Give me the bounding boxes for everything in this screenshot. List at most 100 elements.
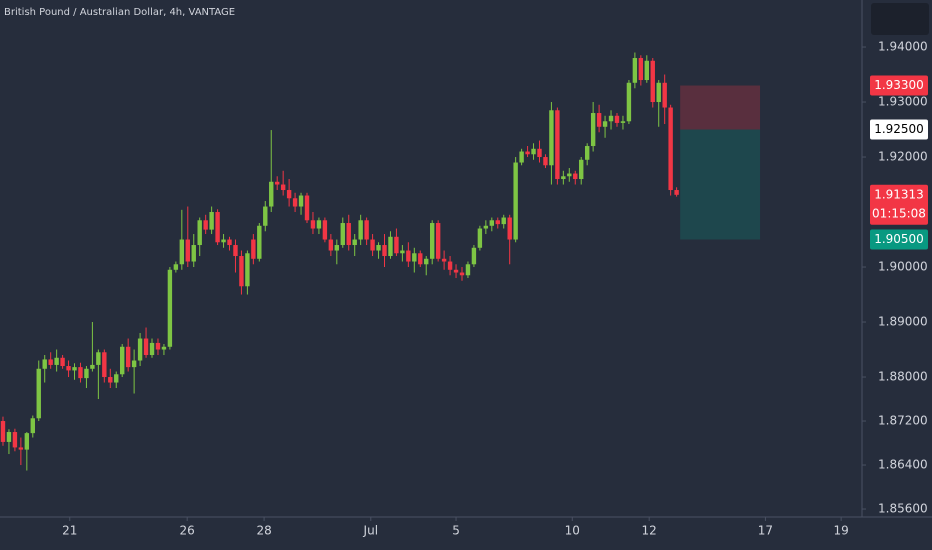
price-label: 1.90500: [874, 232, 924, 246]
candle-body: [245, 253, 250, 287]
candle-body: [549, 110, 554, 166]
candle-body: [173, 264, 179, 270]
candle-body: [167, 269, 173, 347]
candle-body: [42, 359, 47, 369]
x-tick-label: 17: [758, 524, 773, 538]
candle-body: [149, 342, 155, 356]
candle-body: [638, 58, 644, 81]
chart-title: British Pound / Australian Dollar, 4h, V…: [4, 7, 235, 18]
candle-body: [78, 367, 83, 379]
candle-body: [316, 220, 322, 229]
candle-body: [209, 212, 214, 230]
candle-body: [310, 220, 316, 229]
y-tick-label: 1.93000: [878, 95, 928, 109]
candle-body: [453, 269, 459, 273]
candle-body: [48, 359, 53, 365]
candle-body: [334, 245, 340, 251]
top-right-panel[interactable]: [871, 3, 929, 35]
candle-body: [650, 60, 655, 103]
price-label: 1.93300: [874, 78, 924, 92]
candle-body: [441, 258, 447, 262]
price-label-box: [870, 75, 928, 96]
y-tick-label: 1.85600: [878, 502, 928, 516]
candle-body: [84, 368, 89, 379]
candle-body: [269, 181, 274, 207]
candle-body: [644, 60, 649, 81]
candle-body: [352, 239, 357, 246]
candle-body: [656, 82, 661, 103]
candle-body: [626, 82, 632, 122]
candle-body: [358, 220, 363, 240]
candle-body: [394, 236, 399, 254]
candle-body: [519, 151, 524, 163]
y-tick-label: 1.86400: [878, 458, 928, 472]
candle-body: [483, 225, 489, 229]
candle-body: [102, 352, 107, 378]
price-label-box: [870, 229, 928, 250]
candle-body: [203, 220, 208, 230]
candle-body: [298, 195, 304, 207]
candle-body: [215, 212, 220, 243]
candle-body: [543, 157, 548, 166]
candle-body: [286, 190, 292, 199]
candle-body: [60, 357, 65, 367]
price-label: 1.91313: [874, 187, 924, 201]
candle-body: [239, 256, 244, 287]
candle-body: [668, 107, 673, 191]
candle-body: [435, 223, 441, 259]
candle-body: [495, 220, 500, 225]
candle-body: [340, 223, 345, 246]
candle-body: [66, 366, 71, 371]
candle-body: [525, 151, 530, 155]
candle-body: [280, 184, 286, 191]
x-tick-label: 12: [642, 524, 657, 538]
candle-body: [227, 239, 232, 246]
candle-body: [370, 239, 375, 251]
candle-body: [137, 338, 143, 361]
y-tick-label: 1.88000: [878, 370, 928, 384]
candle-body: [561, 176, 566, 180]
candle-body: [346, 223, 351, 246]
candle-body: [185, 239, 190, 262]
y-tick-label: 1.92000: [878, 150, 928, 164]
candle-body: [596, 113, 602, 127]
candle-body: [251, 239, 256, 259]
candle-body: [274, 181, 280, 185]
target-zone: [680, 129, 761, 240]
candle-body: [608, 115, 614, 122]
candle-body: [322, 220, 328, 240]
candle-body: [632, 58, 638, 83]
candle-body: [620, 121, 626, 123]
candle-body: [471, 247, 477, 265]
candle-body: [614, 115, 620, 123]
candle-body: [388, 236, 393, 257]
candle-body: [24, 433, 30, 450]
candle-body: [459, 272, 465, 276]
candle-body: [507, 217, 512, 240]
candle-body: [72, 367, 77, 371]
x-tick-label: 10: [565, 524, 580, 538]
candle-body: [292, 198, 298, 207]
candle-body: [131, 360, 137, 368]
candle-body: [125, 346, 131, 368]
candle-body: [513, 162, 518, 240]
x-tick-label: 26: [180, 524, 195, 538]
candle-body: [6, 432, 12, 442]
candle-body: [424, 258, 429, 265]
candle-body: [400, 250, 405, 254]
candle-body: [364, 220, 369, 240]
candle-body: [108, 377, 113, 383]
candle-body: [36, 368, 41, 419]
candle-body: [221, 239, 226, 243]
candle-body: [304, 195, 310, 221]
price-label: 1.92500: [874, 122, 924, 136]
stop-zone: [680, 85, 761, 130]
candle-body: [567, 173, 572, 177]
x-tick-label: Jul: [363, 524, 378, 538]
candle-body: [120, 346, 125, 375]
candle-body: [584, 146, 590, 160]
x-tick-label: 28: [256, 524, 271, 538]
candle-body: [376, 245, 381, 251]
candle-body: [114, 374, 119, 383]
